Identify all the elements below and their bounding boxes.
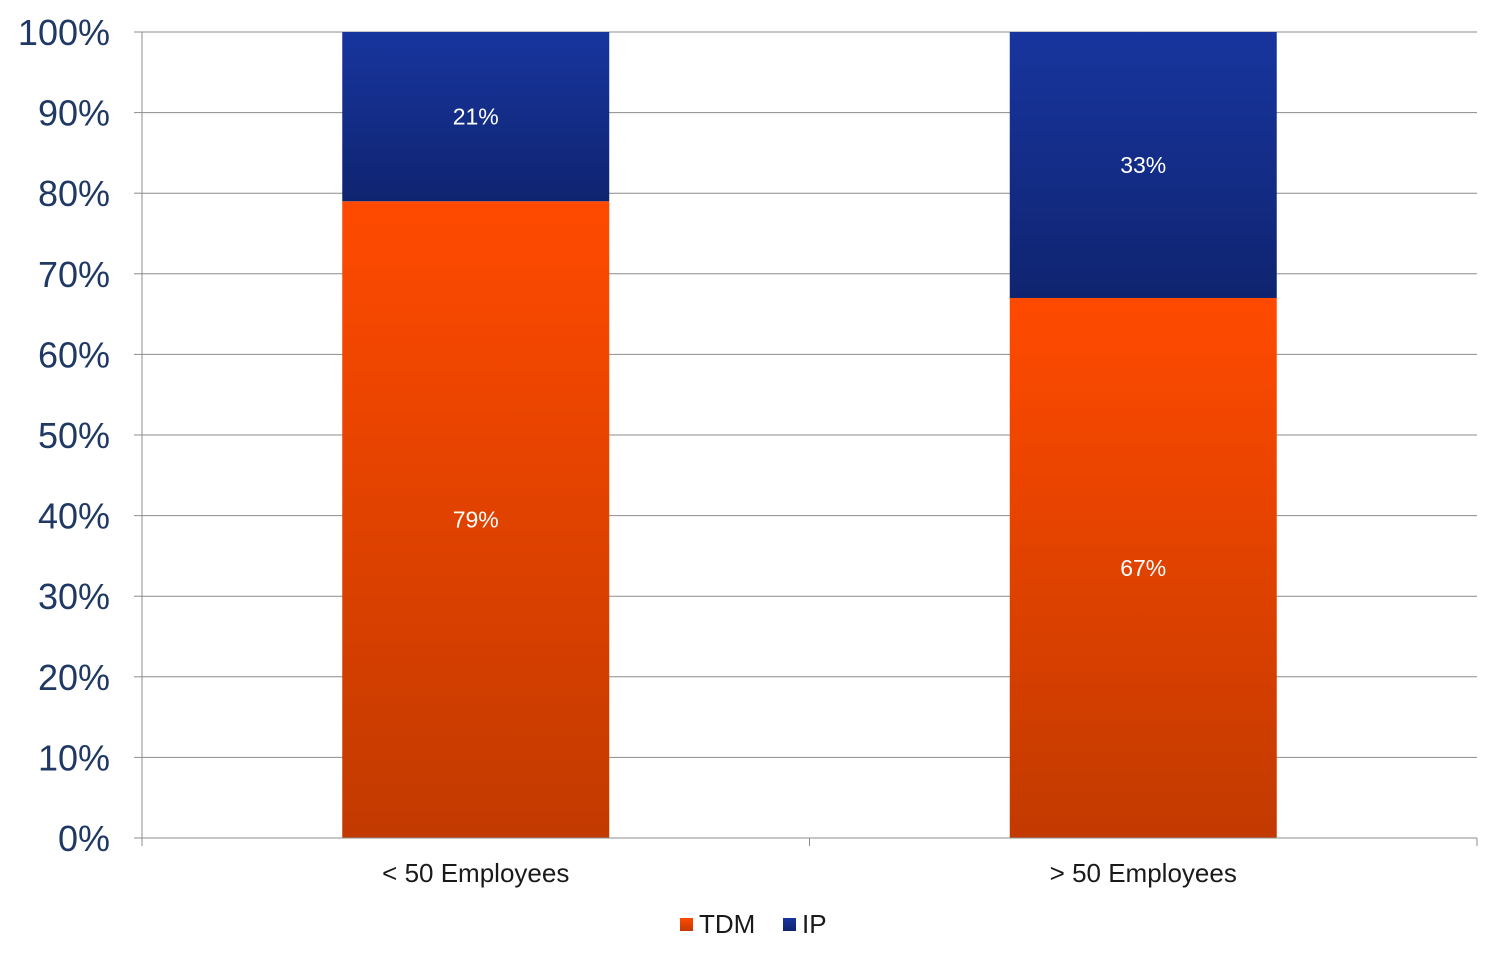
y-tick-label: 80% bbox=[38, 173, 110, 214]
y-tick-label: 100% bbox=[18, 12, 110, 53]
bars bbox=[342, 32, 1277, 839]
y-tick-label: 10% bbox=[38, 737, 110, 778]
y-tick-label: 20% bbox=[38, 657, 110, 698]
bar-ip-1 bbox=[1009, 32, 1277, 298]
data-label-ip-1: 33% bbox=[1120, 152, 1166, 178]
y-tick-label: 30% bbox=[38, 576, 110, 617]
x-axis-ticks: < 50 Employees > 50 Employees bbox=[382, 858, 1237, 888]
legend: TDM IP bbox=[680, 909, 827, 939]
x-tick-label: < 50 Employees bbox=[382, 858, 569, 888]
y-tick-label: 90% bbox=[38, 93, 110, 134]
y-tick-label: 60% bbox=[38, 334, 110, 375]
y-tick-label: 40% bbox=[38, 496, 110, 537]
bar-tdm-1 bbox=[1009, 297, 1277, 839]
legend-label-ip: IP bbox=[802, 909, 827, 939]
x-tick-label: > 50 Employees bbox=[1050, 858, 1237, 888]
legend-label-tdm: TDM bbox=[699, 909, 755, 939]
data-label-tdm-0: 79% bbox=[453, 507, 499, 533]
axes bbox=[141, 32, 1478, 846]
bar-tdm-0 bbox=[342, 201, 610, 838]
y-tick-label: 70% bbox=[38, 254, 110, 295]
data-label-tdm-1: 67% bbox=[1120, 555, 1166, 581]
data-label-ip-0: 21% bbox=[453, 104, 499, 130]
legend-swatch-ip bbox=[783, 918, 796, 931]
y-tick-label: 0% bbox=[58, 818, 110, 859]
y-tick-label: 50% bbox=[38, 415, 110, 456]
y-axis-ticks: 0% 10% 20% 30% 40% 50% 60% 70% 80% 90% 100% bbox=[18, 12, 142, 859]
bar-ip-0 bbox=[342, 32, 610, 202]
legend-swatch-tdm bbox=[680, 918, 693, 931]
data-labels: 79% 21% 67% 33% bbox=[453, 104, 1167, 581]
